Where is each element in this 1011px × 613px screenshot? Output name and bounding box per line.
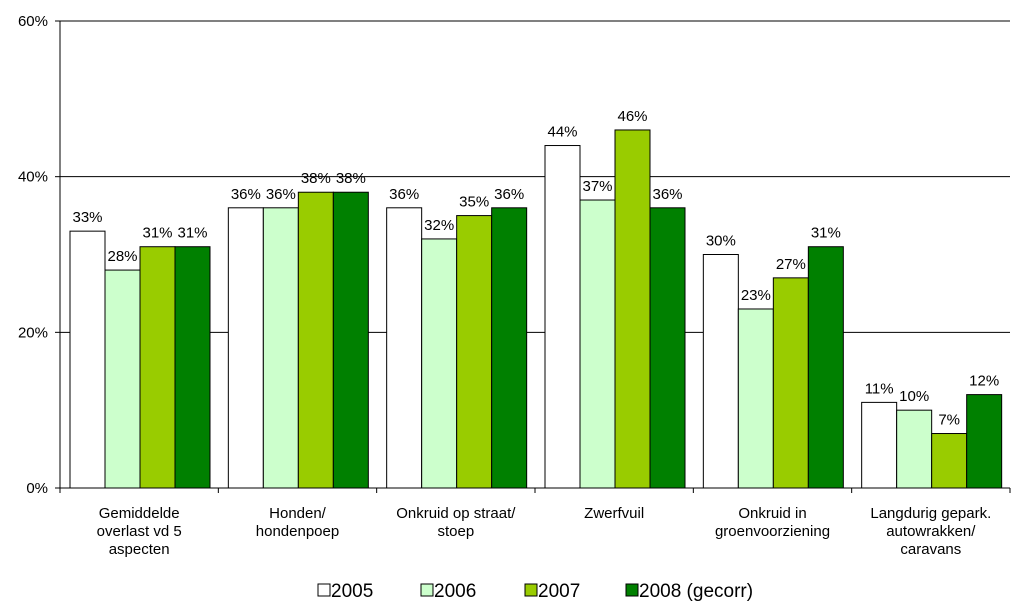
bar [579,199,616,489]
bar [174,246,211,489]
data-label: 12% [969,373,999,390]
data-label: 36% [494,186,524,203]
bar [966,394,1003,489]
bar [456,215,493,489]
bar [861,401,898,489]
bar [386,207,423,489]
data-label: 36% [266,186,296,203]
bar [772,277,809,489]
category-label: Honden/hondenpoep [256,505,339,540]
data-label: 35% [459,194,489,211]
legend-label: 2008 (gecorr) [639,581,753,602]
data-label: 10% [899,388,929,405]
category-label: Onkruid op straat/stoep [396,505,516,540]
data-label: 31% [811,225,841,242]
bar [104,269,141,489]
data-label: 7% [938,412,960,429]
category-label: Gemiddelde overlast vd 5 aspecten [97,505,182,558]
bar [544,145,581,489]
legend-label: 2007 [538,581,580,602]
legend-label: 2005 [331,581,373,602]
data-label: 38% [301,170,331,187]
bar [139,246,176,489]
legend-swatch [625,583,639,597]
bar [421,238,458,489]
data-label: 36% [389,186,419,203]
data-label: 31% [177,225,207,242]
data-label: 36% [231,186,261,203]
y-tick-label: 20% [18,324,48,341]
data-label: 31% [142,225,172,242]
bar [931,433,968,489]
category-label: Onkruid in groenvoorziening [715,505,830,540]
bar [807,246,844,489]
data-label: 38% [336,170,366,187]
data-label: 46% [617,108,647,125]
bar [332,191,369,489]
legend-label: 2006 [434,581,476,602]
legend-swatch [524,583,538,597]
bar [262,207,299,489]
legend-swatch [317,583,331,597]
bar [702,254,739,489]
data-label: 11% [865,380,894,397]
bar [649,207,686,489]
data-label: 44% [547,124,577,141]
category-label: Langdurig gepark. autowrakken/caravans [870,505,991,558]
y-tick-label: 40% [18,169,48,186]
data-label: 37% [582,178,612,195]
bar [896,409,933,489]
data-label: 33% [72,209,102,226]
data-label: 27% [776,256,806,273]
bar [491,207,528,489]
data-label: 36% [652,186,682,203]
bar [737,308,774,489]
bar [614,129,651,489]
data-label: 28% [107,248,137,265]
bar [69,230,106,489]
category-label: Zwerfvuil [584,505,644,522]
y-tick-label: 0% [26,480,48,497]
bar [297,191,334,489]
data-label: 23% [741,287,771,304]
y-tick-label: 60% [18,13,48,30]
bar [227,207,264,489]
data-label: 32% [424,217,454,234]
legend-swatch [420,583,434,597]
data-label: 30% [706,233,736,250]
